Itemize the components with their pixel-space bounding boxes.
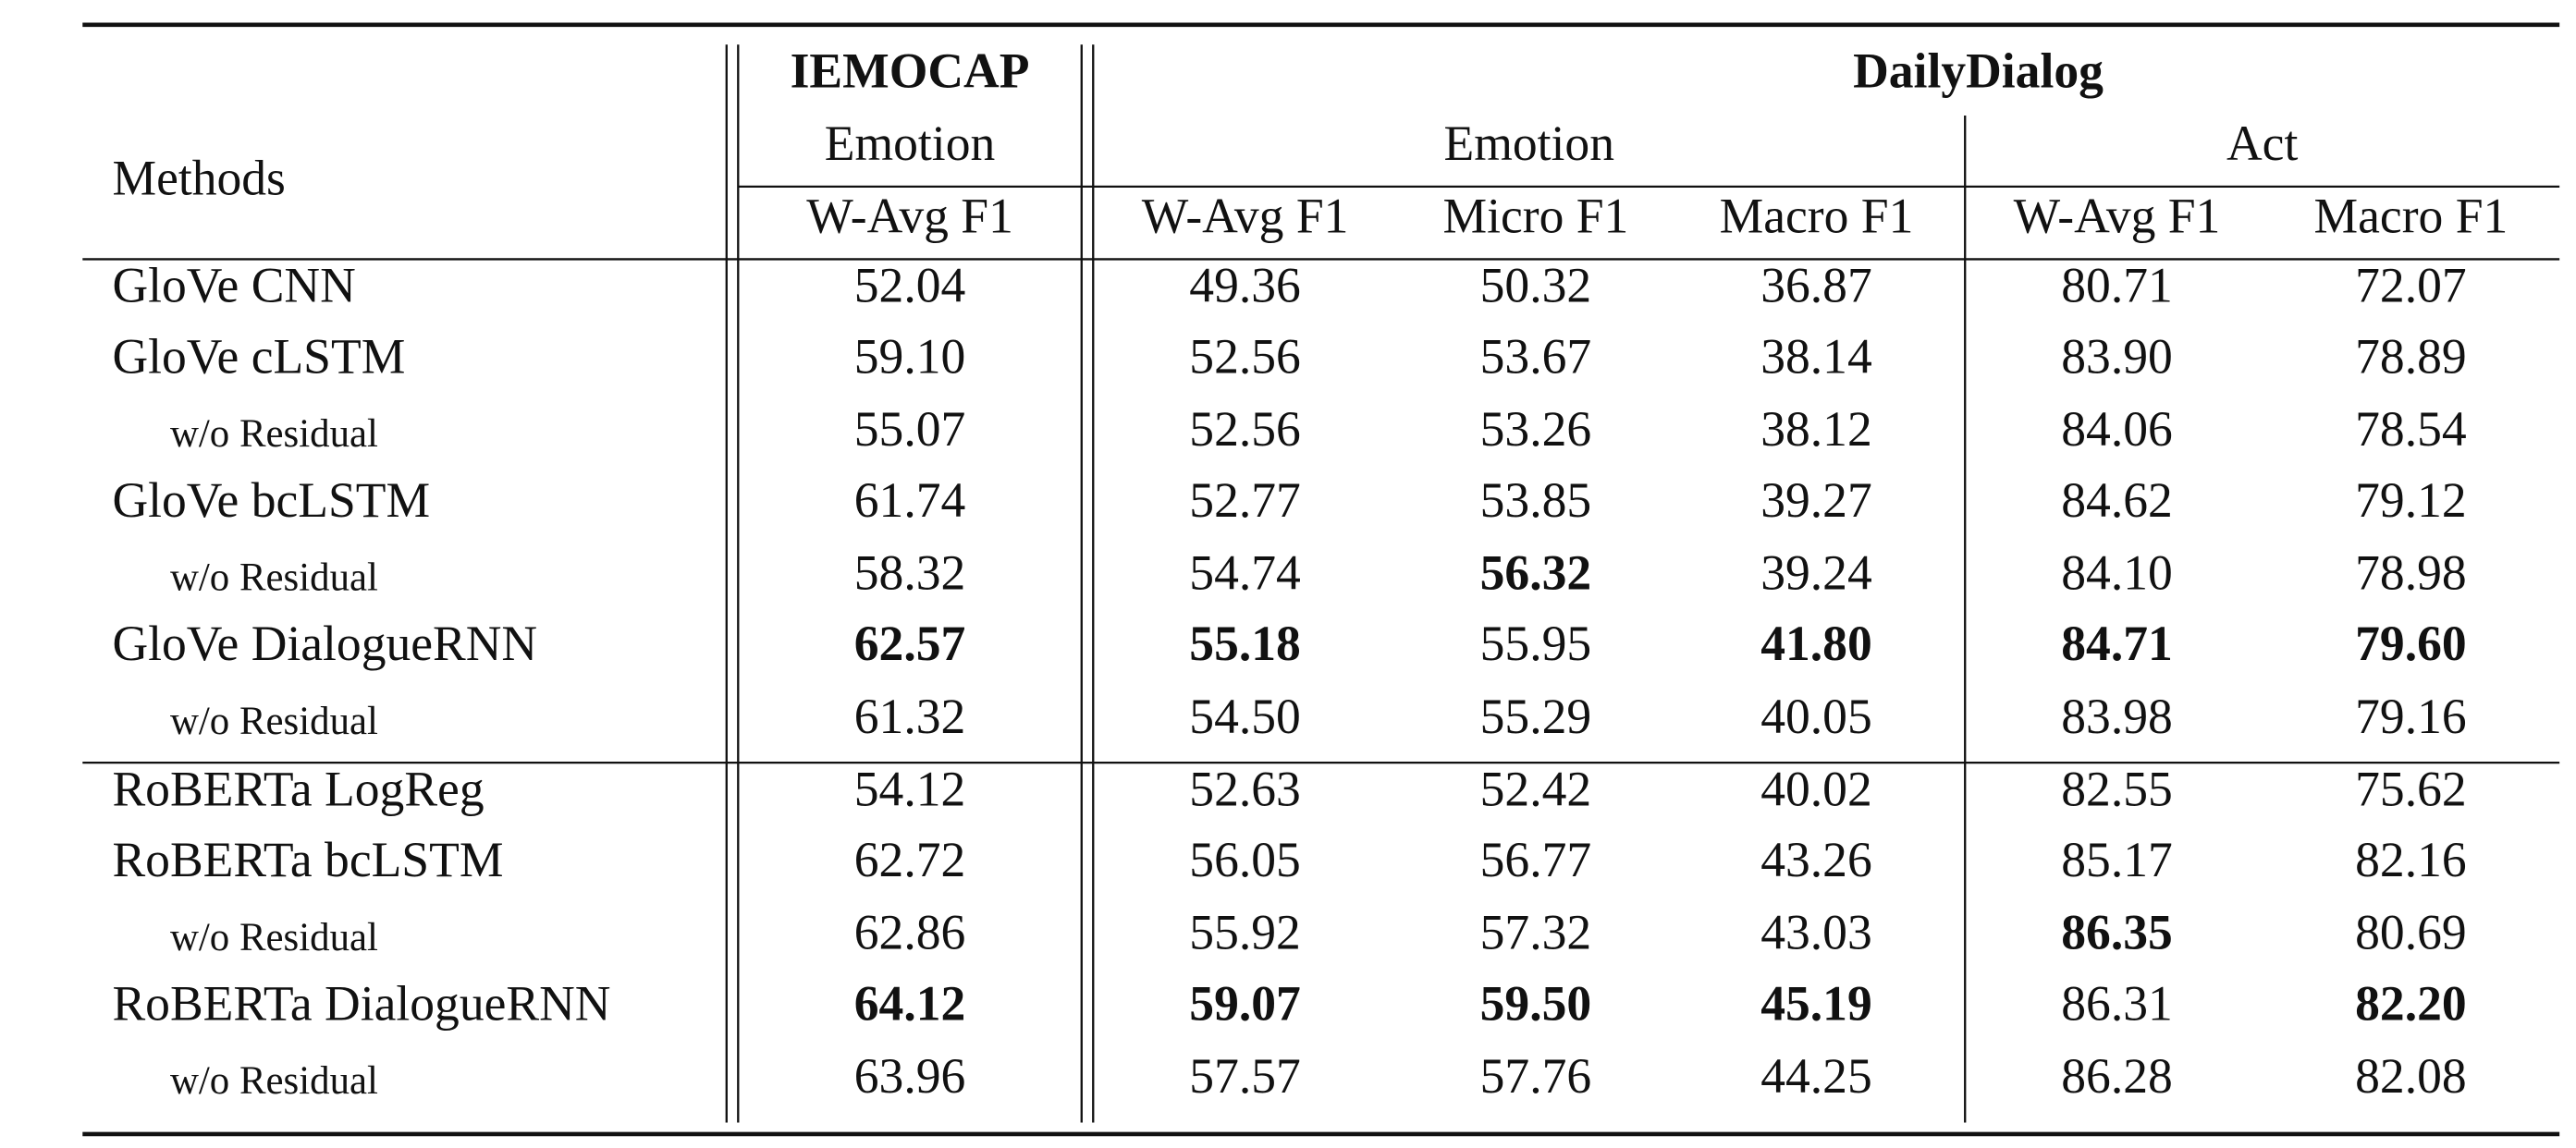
score-cell: 40.05 [1760, 689, 1872, 744]
score-cell: 82.08 [2355, 1048, 2467, 1104]
dataset-header: DailyDialog [1853, 43, 2104, 98]
score-cell: 39.27 [1760, 472, 1872, 528]
task-header: Emotion [1443, 116, 1614, 171]
score-cell: 56.32 [1480, 544, 1592, 600]
task-header: Act [2226, 116, 2298, 171]
score-cell: 56.77 [1480, 832, 1592, 887]
score-cell: 52.42 [1480, 761, 1592, 816]
score-cell: 41.80 [1760, 616, 1872, 671]
methods-header: Methods [112, 151, 285, 206]
score-cell: 54.50 [1189, 689, 1301, 744]
score-cell: 38.12 [1760, 401, 1872, 457]
score-cell: 39.24 [1760, 544, 1872, 600]
score-cell: 55.95 [1480, 616, 1592, 671]
score-cell: 58.32 [854, 544, 966, 600]
score-cell: 84.10 [2061, 544, 2173, 600]
method-name: RoBERTa LogReg [112, 761, 484, 816]
score-cell: 84.71 [2061, 616, 2173, 671]
score-cell: 36.87 [1760, 258, 1872, 313]
score-cell: 49.36 [1189, 258, 1301, 313]
metric-header: W-Avg F1 [2014, 189, 2221, 244]
score-cell: 86.28 [2061, 1048, 2173, 1104]
method-name: GloVe bcLSTM [112, 472, 430, 528]
score-cell: 78.89 [2355, 328, 2467, 384]
score-cell: 78.98 [2355, 544, 2467, 600]
method-name: w/o Residual [170, 916, 378, 959]
score-cell: 64.12 [854, 976, 966, 1032]
score-cell: 53.26 [1480, 401, 1592, 457]
score-cell: 57.76 [1480, 1048, 1592, 1104]
score-cell: 72.07 [2355, 258, 2467, 313]
score-cell: 84.62 [2061, 472, 2173, 528]
score-cell: 54.74 [1189, 544, 1301, 600]
score-cell: 56.05 [1189, 832, 1301, 887]
method-name: w/o Residual [170, 700, 378, 743]
score-cell: 43.03 [1760, 905, 1872, 960]
score-cell: 59.07 [1189, 976, 1301, 1032]
metric-header: W-Avg F1 [806, 189, 1013, 244]
score-cell: 52.04 [854, 258, 966, 313]
score-cell: 45.19 [1760, 976, 1872, 1032]
task-header: Emotion [825, 116, 996, 171]
score-cell: 83.98 [2061, 689, 2173, 744]
score-cell: 55.29 [1480, 689, 1592, 744]
score-cell: 86.35 [2061, 905, 2173, 960]
metric-header: W-Avg F1 [1142, 189, 1349, 244]
score-cell: 84.06 [2061, 401, 2173, 457]
score-cell: 80.71 [2061, 258, 2173, 313]
score-cell: 38.14 [1760, 328, 1872, 384]
score-cell: 75.62 [2355, 761, 2467, 816]
score-cell: 54.12 [854, 761, 966, 816]
score-cell: 52.77 [1189, 472, 1301, 528]
score-cell: 52.63 [1189, 761, 1301, 816]
score-cell: 82.20 [2355, 976, 2467, 1032]
method-name: GloVe CNN [112, 258, 355, 313]
score-cell: 82.16 [2355, 832, 2467, 887]
method-name: GloVe DialogueRNN [112, 616, 537, 671]
score-cell: 50.32 [1480, 258, 1592, 313]
score-cell: 53.67 [1480, 328, 1592, 384]
score-cell: 57.32 [1480, 905, 1592, 960]
score-cell: 43.26 [1760, 832, 1872, 887]
score-cell: 86.31 [2061, 976, 2173, 1032]
score-cell: 55.92 [1189, 905, 1301, 960]
dataset-header: IEMOCAP [791, 43, 1030, 98]
score-cell: 40.02 [1760, 761, 1872, 816]
score-cell: 55.07 [854, 401, 966, 457]
method-name: w/o Residual [170, 412, 378, 456]
score-cell: 53.85 [1480, 472, 1592, 528]
metric-header: Micro F1 [1442, 189, 1628, 244]
score-cell: 57.57 [1189, 1048, 1301, 1104]
score-cell: 63.96 [854, 1048, 966, 1104]
score-cell: 62.86 [854, 905, 966, 960]
score-cell: 52.56 [1189, 328, 1301, 384]
method-name: RoBERTa DialogueRNN [112, 976, 610, 1032]
score-cell: 61.32 [854, 689, 966, 744]
method-name: w/o Residual [170, 556, 378, 600]
metric-header: Macro F1 [1720, 189, 1914, 244]
score-cell: 55.18 [1189, 616, 1301, 671]
score-cell: 78.54 [2355, 401, 2467, 457]
score-cell: 62.72 [854, 832, 966, 887]
score-cell: 79.12 [2355, 472, 2467, 528]
score-cell: 52.56 [1189, 401, 1301, 457]
method-name: RoBERTa bcLSTM [112, 832, 503, 887]
score-cell: 44.25 [1760, 1048, 1872, 1104]
score-cell: 62.57 [854, 616, 966, 671]
score-cell: 82.55 [2061, 761, 2173, 816]
score-cell: 61.74 [854, 472, 966, 528]
score-cell: 59.50 [1480, 976, 1592, 1032]
score-cell: 79.60 [2355, 616, 2467, 671]
method-name: w/o Residual [170, 1059, 378, 1103]
metric-header: Macro F1 [2314, 189, 2509, 244]
score-cell: 79.16 [2355, 689, 2467, 744]
score-cell: 80.69 [2355, 905, 2467, 960]
score-cell: 83.90 [2061, 328, 2173, 384]
method-name: GloVe cLSTM [112, 328, 405, 384]
score-cell: 59.10 [854, 328, 966, 384]
score-cell: 85.17 [2061, 832, 2173, 887]
